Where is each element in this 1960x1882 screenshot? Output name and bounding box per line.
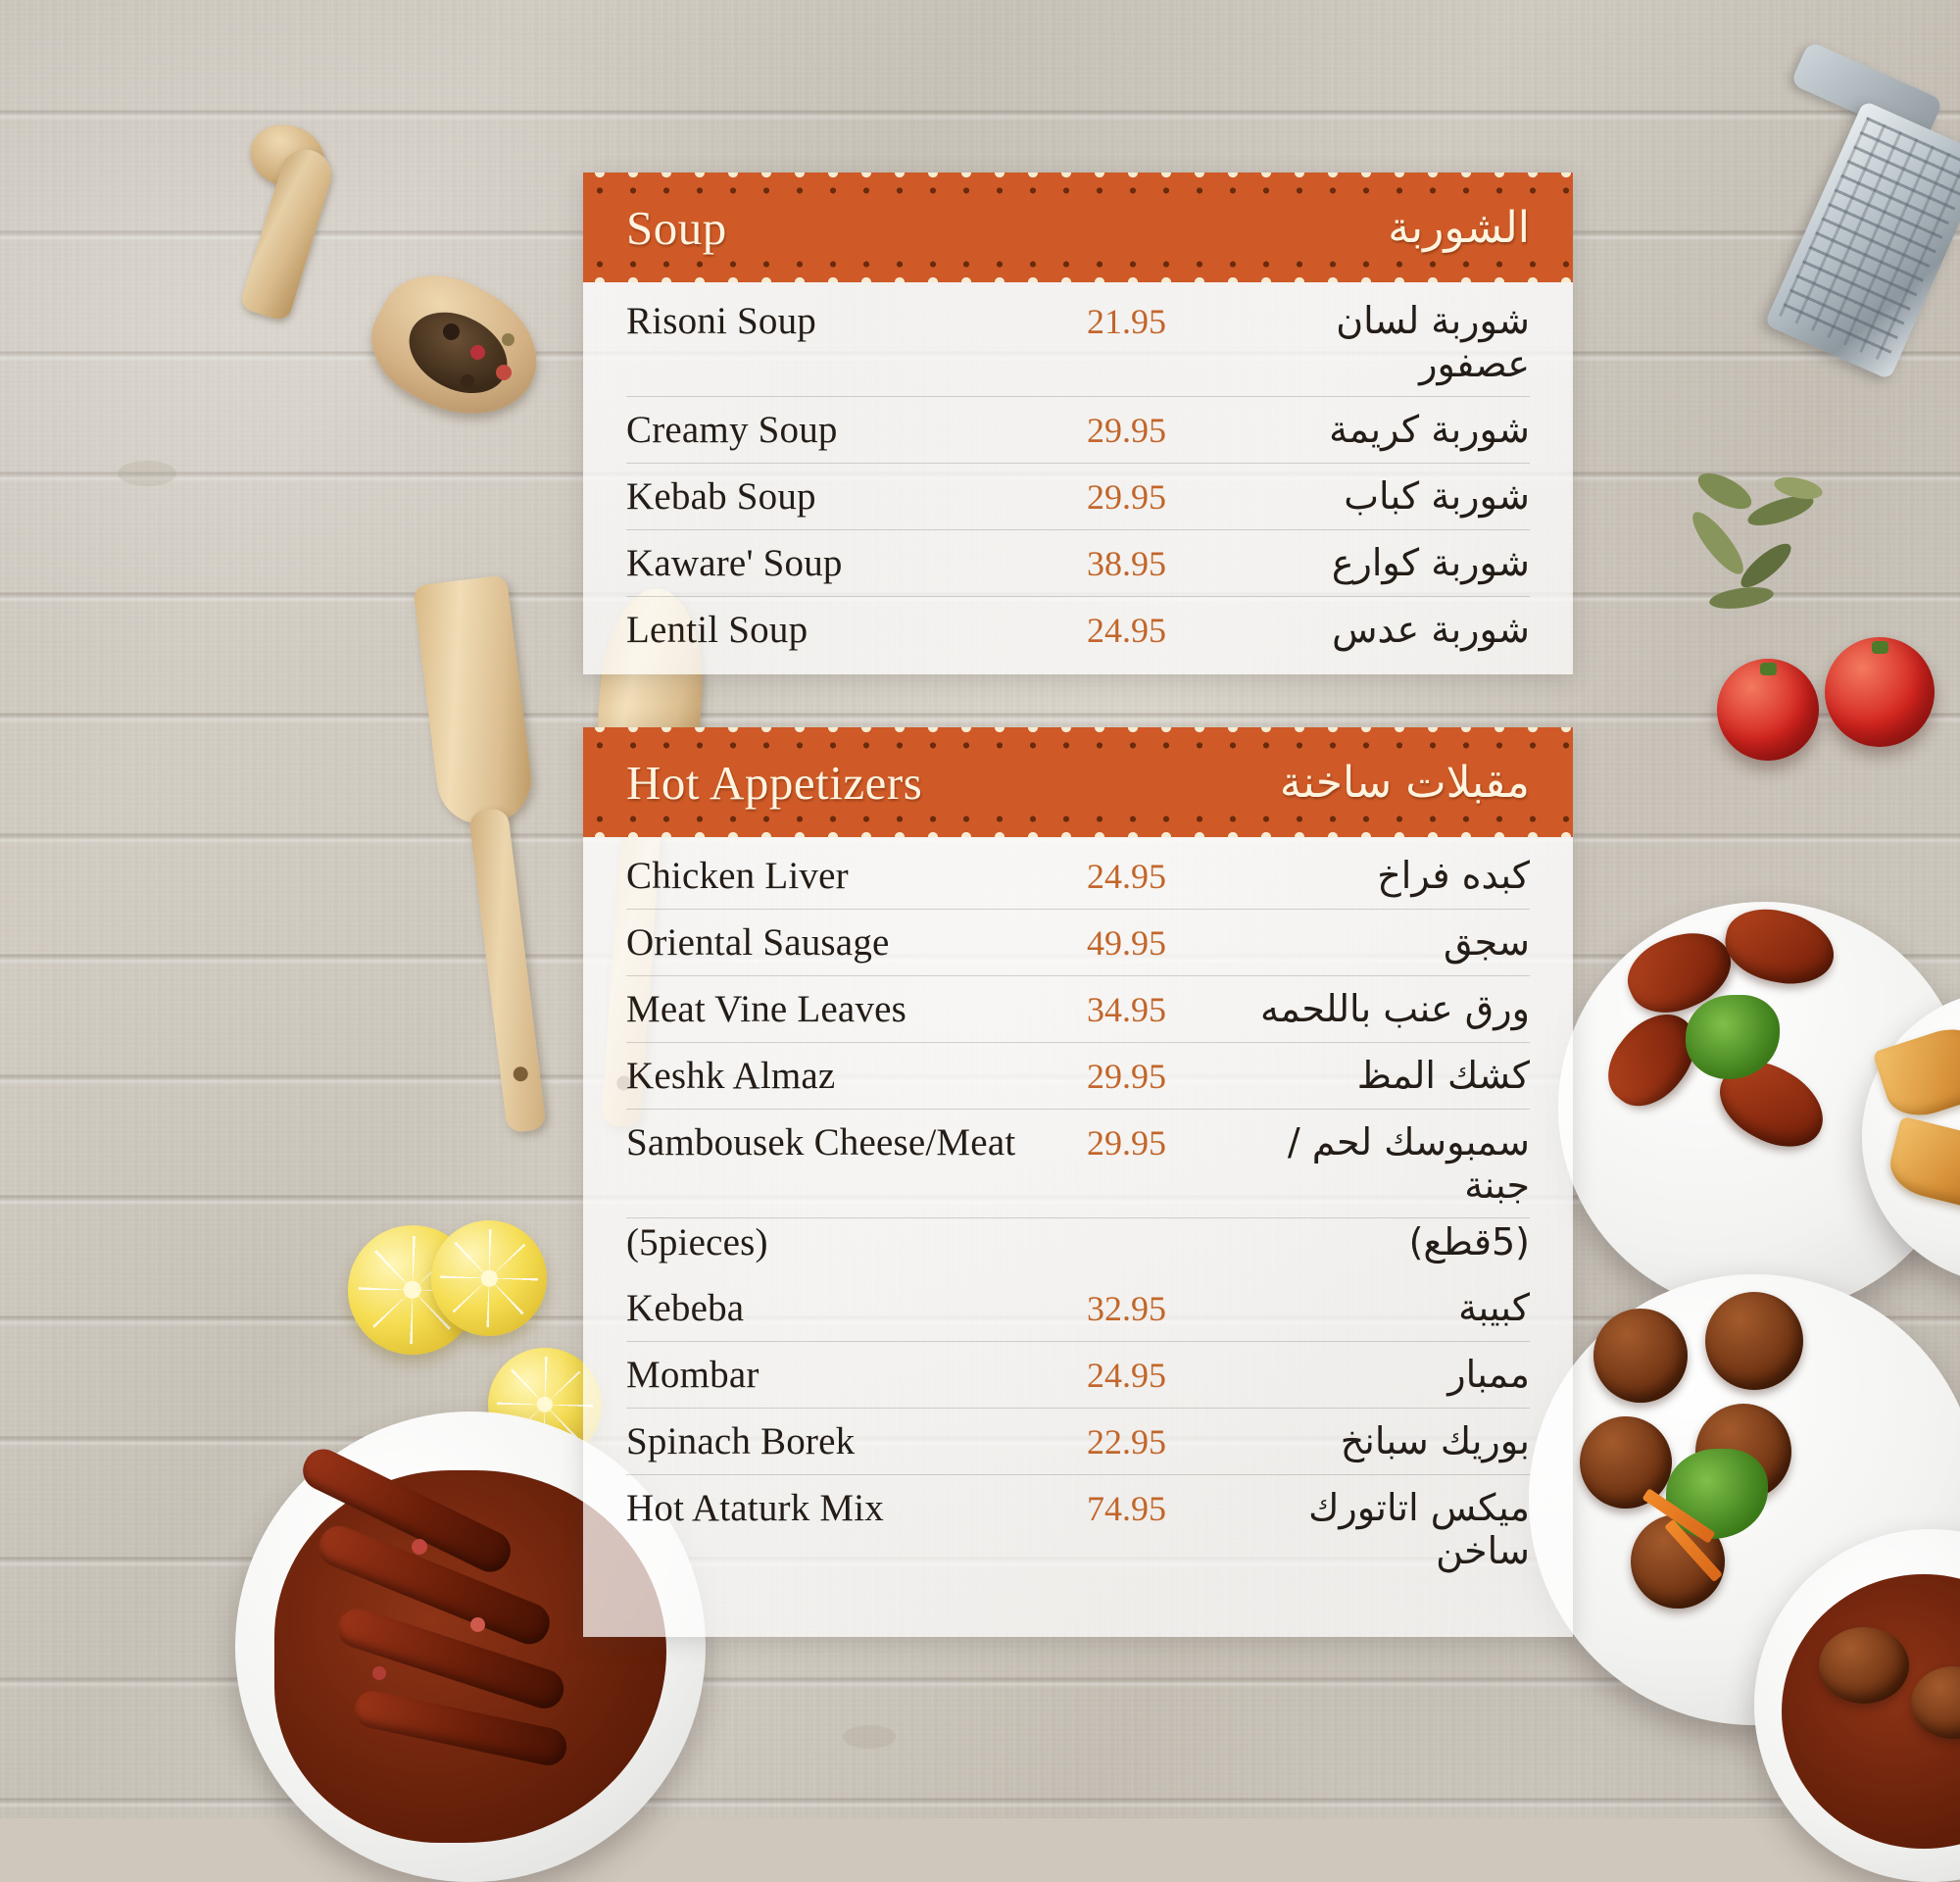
item-name-english: Lentil Soup bbox=[626, 609, 808, 651]
menu-item-row[interactable]: Kebab Soup 29.95 شوربة كباب bbox=[626, 464, 1530, 530]
dried-herbs bbox=[1656, 461, 1862, 647]
item-price: 24.95 bbox=[1087, 1356, 1166, 1395]
menu-item-row[interactable]: Hot Ataturk Mix 74.95 ميكس اتاتورك ساخن bbox=[626, 1475, 1530, 1583]
menu-item-row[interactable]: Chicken Liver 24.95 كبده فراخ bbox=[626, 843, 1530, 910]
soup-title-english: Soup bbox=[626, 200, 727, 255]
item-name-arabic: شوربة كريمة bbox=[1329, 408, 1530, 451]
menu-item-row[interactable]: Risoni Soup 21.95 شوربة لسان عصفور bbox=[626, 288, 1530, 397]
item-price: 32.95 bbox=[1087, 1289, 1166, 1328]
hot-appetizers-section-banner: Hot Appetizers مقبلات ساخنة bbox=[583, 727, 1573, 837]
peppercorn bbox=[412, 1539, 427, 1555]
item-name-arabic: شوربة كباب bbox=[1344, 474, 1530, 518]
meatball bbox=[1593, 1309, 1688, 1403]
lemon-half bbox=[431, 1220, 547, 1336]
item-name-english: Meat Vine Leaves bbox=[626, 988, 907, 1030]
menu-item-row[interactable]: Creamy Soup 29.95 شوربة كريمة bbox=[626, 397, 1530, 464]
item-price: 21.95 bbox=[1087, 302, 1166, 341]
item-name-english: Spinach Borek bbox=[626, 1420, 856, 1462]
wood-knot bbox=[843, 1725, 896, 1749]
item-name-arabic: شوربة لسان عصفور bbox=[1336, 299, 1530, 385]
item-name-english: Kaware' Soup bbox=[626, 542, 843, 584]
menu-item-row[interactable]: Mombar 24.95 ممبار bbox=[626, 1342, 1530, 1409]
stew-meat bbox=[1819, 1627, 1909, 1704]
item-name-english: Kebeba bbox=[626, 1287, 745, 1329]
peppercorn bbox=[470, 1617, 485, 1632]
item-name-arabic: ميكس اتاتورك ساخن bbox=[1308, 1486, 1530, 1572]
item-name-english: Mombar bbox=[626, 1354, 760, 1396]
item-price: 74.95 bbox=[1087, 1489, 1166, 1528]
hot-appetizers-menu-panel: Hot Appetizers مقبلات ساخنة Chicken Live… bbox=[583, 727, 1573, 1637]
soup-title-arabic: الشوربة bbox=[1388, 202, 1530, 253]
soup-section-banner: Soup الشوربة bbox=[583, 173, 1573, 282]
hot-appetizers-title-english: Hot Appetizers bbox=[626, 755, 923, 810]
item-price: 29.95 bbox=[1087, 411, 1166, 450]
tomato bbox=[1717, 659, 1819, 761]
item-name-english: Kebab Soup bbox=[626, 475, 816, 518]
item-price: 29.95 bbox=[1087, 477, 1166, 517]
item-price: 29.95 bbox=[1087, 1123, 1166, 1163]
soup-item-list: Risoni Soup 21.95 شوربة لسان عصفور Cream… bbox=[583, 282, 1573, 692]
menu-item-row[interactable]: Meat Vine Leaves 34.95 ورق عنب باللحمه bbox=[626, 976, 1530, 1043]
item-name-arabic: بوريك سبانخ bbox=[1340, 1419, 1530, 1462]
menu-item-row[interactable]: Lentil Soup 24.95 شوربة عدس bbox=[626, 597, 1530, 663]
item-name-arabic: شوربة كوارع bbox=[1331, 541, 1530, 584]
hot-appetizers-item-list: Chicken Liver 24.95 كبده فراخ Oriental S… bbox=[583, 837, 1573, 1612]
parsley-garnish bbox=[1686, 995, 1780, 1079]
menu-item-row[interactable]: Keshk Almaz 29.95 كشك المظ bbox=[626, 1043, 1530, 1110]
soup-menu-panel: Soup الشوربة Risoni Soup 21.95 شوربة لسا… bbox=[583, 173, 1573, 674]
item-name-arabic: كبيبة bbox=[1458, 1286, 1530, 1329]
item-price: 34.95 bbox=[1087, 990, 1166, 1029]
item-name-arabic: كبده فراخ bbox=[1377, 854, 1530, 897]
item-name-english: Sambousek Cheese/Meat bbox=[626, 1121, 1016, 1164]
wood-knot bbox=[118, 461, 176, 486]
item-name-english: Oriental Sausage bbox=[626, 921, 890, 964]
tomato bbox=[1825, 637, 1935, 747]
item-portion-note-arabic: (5قطع) bbox=[1408, 1220, 1530, 1263]
menu-item-row[interactable]: Sambousek Cheese/Meat 29.95 سمبوسك لحم /… bbox=[626, 1110, 1530, 1218]
meatball bbox=[1705, 1292, 1803, 1390]
item-name-english: Keshk Almaz bbox=[626, 1055, 836, 1097]
menu-item-row[interactable]: Kaware' Soup 38.95 شوربة كوارع bbox=[626, 530, 1530, 597]
item-price: 38.95 bbox=[1087, 544, 1166, 583]
item-name-arabic: سجق bbox=[1443, 920, 1530, 964]
item-name-english: Hot Ataturk Mix bbox=[626, 1487, 884, 1529]
hot-appetizers-title-arabic: مقبلات ساخنة bbox=[1279, 757, 1530, 808]
item-price: 49.95 bbox=[1087, 923, 1166, 963]
item-price: 29.95 bbox=[1087, 1057, 1166, 1096]
item-name-arabic: ورق عنب باللحمه bbox=[1260, 987, 1530, 1030]
menu-item-row[interactable]: Spinach Borek 22.95 بوريك سبانخ bbox=[626, 1409, 1530, 1475]
item-name-arabic: سمبوسك لحم /جبنة bbox=[1287, 1120, 1530, 1207]
item-name-arabic: ممبار bbox=[1447, 1353, 1530, 1396]
item-price: 24.95 bbox=[1087, 611, 1166, 650]
item-portion-note-english: (5pieces) bbox=[626, 1221, 768, 1263]
item-price: 24.95 bbox=[1087, 857, 1166, 896]
menu-item-subnote-row: (5pieces) (5قطع) bbox=[626, 1218, 1530, 1275]
item-name-english: Creamy Soup bbox=[626, 409, 838, 451]
item-price: 22.95 bbox=[1087, 1422, 1166, 1461]
item-name-english: Risoni Soup bbox=[626, 300, 817, 342]
item-name-arabic: كشك المظ bbox=[1356, 1054, 1530, 1097]
menu-item-row[interactable]: Kebeba 32.95 كبيبة bbox=[626, 1275, 1530, 1342]
item-name-english: Chicken Liver bbox=[626, 855, 849, 897]
menu-item-row[interactable]: Oriental Sausage 49.95 سجق bbox=[626, 910, 1530, 976]
item-name-arabic: شوربة عدس bbox=[1332, 608, 1530, 651]
peppercorn bbox=[372, 1666, 386, 1680]
